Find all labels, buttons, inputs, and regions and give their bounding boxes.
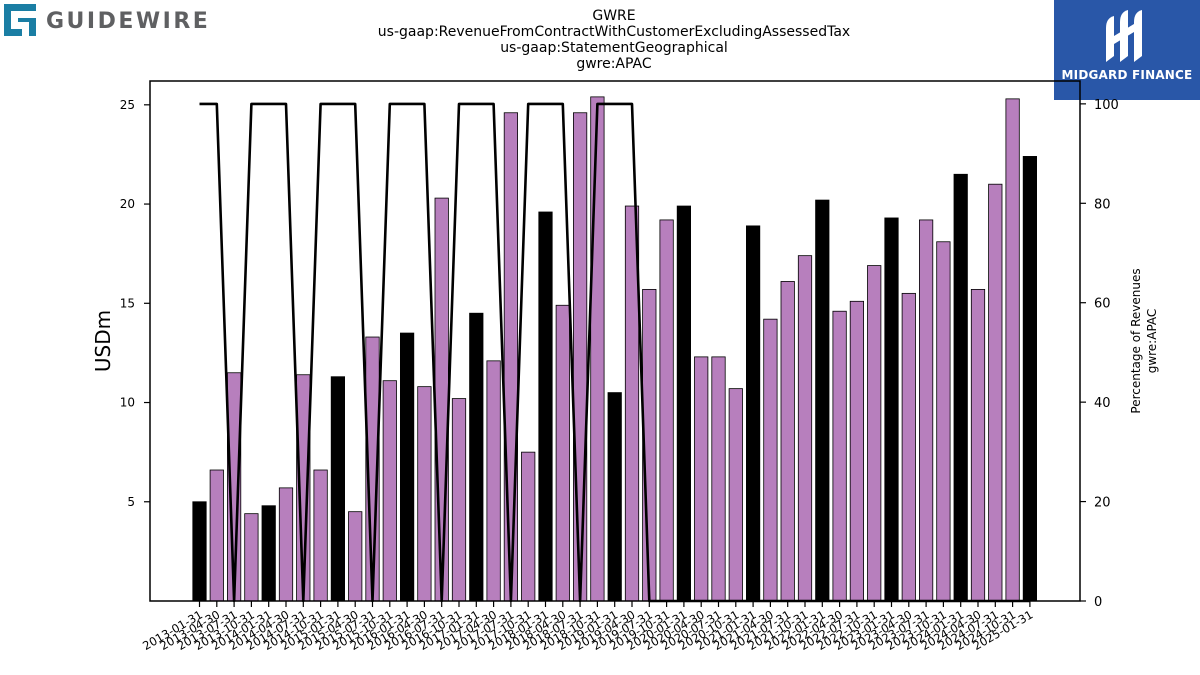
x-axis: 2013-01-312013-04-302013-07-312013-10-31… [140, 601, 1035, 653]
midgard-wordmark: MIDGARD FINANCE [1061, 68, 1193, 82]
bar [832, 310, 847, 602]
y2-tick-label: 40 [1094, 396, 1111, 411]
y2-tick-label: 80 [1094, 197, 1111, 212]
bar [607, 392, 622, 602]
chart-title-line: GWRE [592, 8, 635, 24]
bar [988, 183, 1003, 602]
bar [659, 219, 674, 602]
guidewire-mark-icon [4, 4, 36, 36]
bar [970, 288, 986, 602]
bar [884, 217, 899, 602]
y2-axis-label: Percentage of Revenues [1129, 268, 1143, 413]
guidewire-wordmark: GUIDEWIRE [46, 9, 211, 34]
bar [521, 451, 536, 602]
bar [469, 312, 484, 602]
bar [867, 265, 882, 602]
chart-title-line: us-gaap:RevenueFromContractWithCustomerE… [378, 24, 850, 40]
y-tick-label: 5 [127, 495, 135, 509]
guidewire-logo: GUIDEWIRE [4, 4, 214, 40]
y-axis-right: 0 20 40 60 80 100 Percentage of Revenues gwre:A… [1080, 98, 1159, 610]
bar [919, 219, 934, 602]
bar [849, 300, 865, 602]
bar [694, 356, 709, 602]
bar [763, 318, 778, 602]
bar [192, 501, 207, 602]
bar [780, 281, 795, 602]
y2-axis-label: gwre:APAC [1145, 309, 1159, 374]
bar [382, 380, 397, 602]
bar [676, 205, 692, 602]
bar [728, 388, 743, 602]
y-tick-label: 10 [120, 396, 135, 410]
bar [1022, 156, 1038, 602]
bar [555, 304, 570, 602]
y2-tick-label: 60 [1094, 297, 1111, 312]
bar [330, 376, 346, 602]
bar [538, 211, 553, 602]
bar [209, 469, 224, 602]
midgard-finance-logo: MIDGARD FINANCE [1054, 0, 1200, 100]
y-axis-left: 5 10 15 20 25 USDm [91, 98, 150, 509]
bar [953, 173, 968, 602]
y-tick-label: 20 [120, 197, 135, 211]
bar [503, 112, 519, 602]
bar [244, 513, 259, 602]
chart-title-line: gwre:APAC [576, 56, 652, 72]
bar [746, 225, 761, 602]
midgard-mark-icon [1106, 10, 1142, 62]
bar [348, 511, 363, 602]
bar [278, 487, 294, 602]
y2-tick-label: 20 [1094, 496, 1111, 511]
bar [936, 241, 951, 602]
bar [573, 112, 588, 602]
bar [261, 505, 276, 602]
bar [590, 96, 605, 602]
bar [399, 332, 415, 602]
bar [901, 292, 916, 602]
bar [486, 360, 501, 602]
bar [815, 199, 830, 602]
y-axis-label: USDm [91, 310, 115, 372]
bar [417, 386, 432, 602]
chart-title-line: us-gaap:StatementGeographical [500, 40, 728, 56]
bar [797, 255, 813, 602]
bar [434, 197, 449, 602]
y2-tick-label: 0 [1094, 595, 1102, 610]
bar [313, 469, 328, 602]
y-tick-label: 15 [120, 296, 135, 310]
bar [451, 398, 467, 602]
y-tick-label: 25 [120, 98, 135, 112]
y2-tick-label: 100 [1094, 98, 1119, 113]
bar [1005, 98, 1020, 602]
chart-title: GWREus-gaap:RevenueFromContractWithCusto… [378, 8, 850, 72]
bar [711, 356, 726, 602]
